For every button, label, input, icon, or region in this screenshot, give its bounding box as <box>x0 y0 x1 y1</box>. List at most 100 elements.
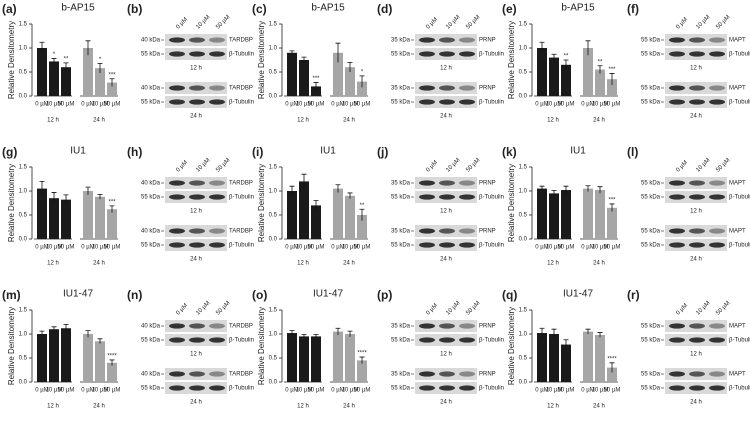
blot-band <box>439 228 455 234</box>
error-bar <box>97 62 103 73</box>
marker-label: 35 kDa <box>391 324 411 330</box>
error-bar <box>585 328 591 334</box>
marker-label: 55 kDa <box>391 338 411 344</box>
marker-label: 55 kDa <box>141 386 161 392</box>
panel-letter: (f) <box>627 2 639 16</box>
error-bar <box>539 41 545 54</box>
blot-band <box>419 51 435 57</box>
bar <box>287 333 297 382</box>
time-label: 24 h <box>440 400 452 406</box>
blot-band <box>439 51 455 57</box>
panel-letter: (h) <box>127 145 142 159</box>
group-label: 12 h <box>297 118 309 124</box>
group-label: 12 h <box>297 261 309 267</box>
y-axis-label: Relative Densitometry <box>7 21 16 99</box>
blot-band <box>439 194 455 200</box>
significance: *** <box>108 199 116 205</box>
blot-band <box>439 242 455 248</box>
bar <box>345 334 355 382</box>
error-bar <box>335 42 341 63</box>
y-tick-label: 1.0 <box>269 332 278 338</box>
y-tick-label: 0.0 <box>519 380 528 386</box>
y-tick-label: 1.5 <box>269 165 278 171</box>
panel-letter: (c) <box>252 2 267 16</box>
blot-band <box>209 323 225 329</box>
blot-band <box>209 194 225 200</box>
panel-letter: (j) <box>377 145 388 159</box>
bar <box>61 67 71 96</box>
blot-band <box>459 99 475 105</box>
error-bar <box>359 208 365 221</box>
bar <box>83 191 93 239</box>
bar <box>311 336 321 382</box>
chart-title: IU1 <box>570 146 586 157</box>
panel-letter: (d) <box>377 2 392 16</box>
error-bar <box>109 205 115 213</box>
blot-band <box>189 99 205 105</box>
blot-band <box>689 85 705 91</box>
protein-label: TARDBP <box>229 324 253 330</box>
error-bar <box>609 362 615 373</box>
error-bar <box>551 190 557 197</box>
error-bar <box>335 327 341 335</box>
x-tick-label: 0 µM <box>81 102 94 108</box>
marker-label: 35 kDa <box>391 372 411 378</box>
time-label: 12 h <box>690 352 702 358</box>
blot-band <box>669 337 685 343</box>
bar <box>83 48 93 96</box>
x-tick-label: 50 µM <box>58 245 75 251</box>
y-axis-label: Relative Densitometry <box>257 21 266 99</box>
group-label: 12 h <box>547 261 559 267</box>
x-tick-label: 50 µM <box>354 102 371 108</box>
group-label: 24 h <box>93 404 105 410</box>
blot-band <box>189 85 205 91</box>
error-bar <box>563 339 569 350</box>
bar <box>107 82 117 96</box>
blot-band <box>209 51 225 57</box>
bar <box>357 81 367 96</box>
x-tick-label: 0 µM <box>81 245 94 251</box>
blot-band <box>689 194 705 200</box>
blot-band <box>669 323 685 329</box>
protein-label: PRNP <box>479 181 496 187</box>
bar <box>83 334 93 382</box>
y-tick-label: 0.0 <box>519 94 528 100</box>
blot-band <box>189 242 205 248</box>
x-tick-label: 0 µM <box>35 102 48 108</box>
time-label: 12 h <box>690 66 702 72</box>
chart-title: b-AP15 <box>61 3 95 14</box>
blot-band <box>419 180 435 186</box>
y-tick-label: 0.5 <box>19 213 28 219</box>
blot-band <box>689 385 705 391</box>
blot-band <box>209 371 225 377</box>
bar <box>595 334 605 382</box>
y-tick-label: 1.5 <box>19 308 28 314</box>
marker-label: 55 kDa <box>141 243 161 249</box>
error-bar <box>609 203 615 212</box>
blot-band <box>709 242 725 248</box>
blot-band <box>209 242 225 248</box>
group-label: 24 h <box>343 404 355 410</box>
marker-label: 40 kDa <box>141 86 161 92</box>
blot-band <box>169 51 185 57</box>
error-bar <box>109 78 115 87</box>
y-axis-label: Relative Densitometry <box>507 307 516 385</box>
protein-label: β-Tubulin <box>229 100 254 106</box>
bar <box>311 86 321 96</box>
error-bar <box>313 334 319 339</box>
y-tick-label: 0.5 <box>269 213 278 219</box>
marker-label: 55 kDa <box>391 386 411 392</box>
blot-band <box>689 99 705 105</box>
time-label: 12 h <box>690 209 702 215</box>
blot-band <box>669 242 685 248</box>
blot-band <box>459 85 475 91</box>
time-label: 24 h <box>190 257 202 263</box>
chart-title: b-AP15 <box>561 3 595 14</box>
blot-band <box>669 51 685 57</box>
bar <box>107 209 117 239</box>
x-tick-label: 10 µM <box>296 388 313 394</box>
protein-label: TARDBP <box>229 229 253 235</box>
y-axis-label: Relative Densitometry <box>7 307 16 385</box>
panel-letter: (i) <box>252 145 263 159</box>
